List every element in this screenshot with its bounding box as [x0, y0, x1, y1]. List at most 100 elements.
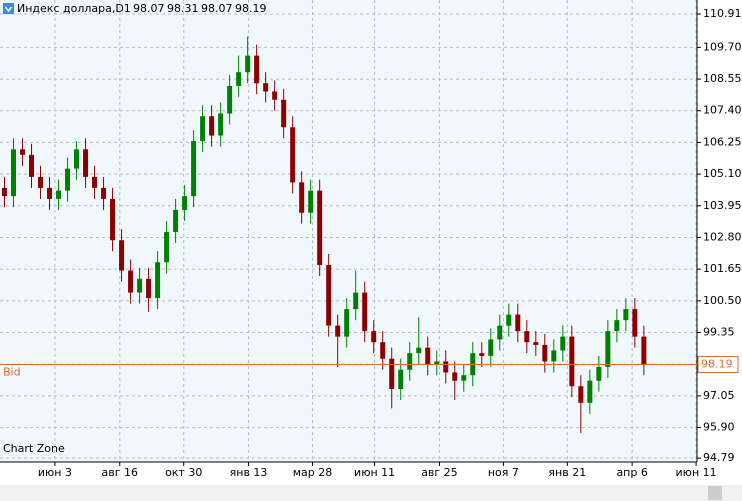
candle-body [605, 331, 611, 367]
y-tick-label: 102.80 [703, 230, 742, 243]
candle-body [380, 342, 386, 359]
candle-body [371, 331, 377, 343]
candle-body [317, 190, 323, 266]
candle-body [452, 372, 458, 381]
candle-body [128, 270, 134, 293]
candle-body [227, 85, 233, 114]
candle-body [155, 262, 161, 299]
candle-body [308, 190, 314, 213]
x-tick-label: июн 11 [354, 466, 395, 479]
x-tick-label: авг 16 [102, 466, 139, 479]
scrollbar[interactable] [0, 485, 742, 501]
y-tick-label: 109.70 [703, 40, 742, 53]
candle-body [146, 278, 152, 299]
candle-body [407, 353, 413, 370]
menu-icon-arrow [4, 6, 13, 13]
y-tick-label: 94.79 [703, 451, 735, 464]
candle-body [191, 141, 197, 197]
candle-body [623, 309, 629, 321]
candle-body [164, 231, 170, 263]
quote-high: 98.31 [167, 2, 199, 15]
candle-body [2, 187, 8, 197]
candle-body [11, 149, 17, 197]
x-tick-label: янв 21 [548, 466, 586, 479]
x-tick-label: июн 11 [676, 466, 717, 479]
menu-icon[interactable] [3, 3, 14, 14]
candle-body [569, 336, 575, 387]
candle-body [335, 325, 341, 337]
candle-body [488, 339, 494, 356]
candle-body [110, 198, 116, 241]
candle-body [416, 347, 422, 354]
candle-body [533, 342, 539, 345]
candle-body [551, 350, 557, 362]
y-tick-label: 100.50 [703, 294, 742, 307]
x-tick-label: июн 3 [38, 466, 72, 479]
y-tick-label: 95.90 [703, 421, 735, 434]
y-tick-label: 110.91 [703, 7, 742, 20]
quote-open: 98.07 [133, 2, 165, 15]
scrollbar-thumb[interactable] [708, 486, 722, 500]
candle-body [182, 196, 188, 210]
quote-low: 98.07 [201, 2, 233, 15]
bid-price: 98.19 [701, 357, 733, 370]
candle-body [65, 168, 71, 191]
candle-body [326, 265, 332, 326]
candle-body [236, 72, 242, 86]
candle-body [92, 176, 98, 188]
candle-body [20, 149, 26, 155]
candle-body [506, 314, 512, 326]
candle-body [596, 366, 602, 381]
candle-body [272, 91, 278, 100]
watermark: Chart Zone [3, 442, 65, 455]
candle-body [560, 336, 566, 351]
bid-price-tag [697, 355, 739, 373]
y-tick-label: 103.95 [703, 199, 742, 212]
candle-body [443, 361, 449, 373]
candle-body [524, 331, 530, 343]
y-tick-label: 108.55 [703, 72, 742, 85]
candle-body [497, 325, 503, 340]
candle-body [200, 116, 206, 142]
candle-body [290, 127, 296, 183]
x-tick-label: янв 13 [230, 466, 268, 479]
candle-body [578, 386, 584, 403]
candle-body [614, 320, 620, 332]
candle-body [281, 99, 287, 128]
candle-body [254, 55, 260, 84]
x-tick-label: окт 30 [165, 466, 202, 479]
y-tick-label: 99.35 [703, 326, 735, 339]
candle-body [245, 55, 251, 73]
candle-body [515, 314, 521, 332]
quote-close: 98.19 [235, 2, 267, 15]
candle-body [263, 83, 269, 92]
candle-body [83, 149, 89, 177]
bid-label: Bid [3, 365, 21, 378]
candle-body [74, 149, 80, 169]
candle-body [362, 292, 368, 332]
candle-body [344, 309, 350, 337]
candle-body [137, 278, 143, 293]
y-tick-label: 106.25 [703, 135, 742, 148]
candle-body [56, 190, 62, 199]
candle-body [389, 358, 395, 389]
candle-body [542, 344, 548, 362]
x-tick-label: авг 25 [421, 466, 458, 479]
y-tick-label: 97.05 [703, 389, 735, 402]
candle-body [425, 347, 431, 365]
candle-body [641, 336, 647, 365]
candle-body [29, 154, 35, 177]
x-tick-label: апр 6 [616, 466, 647, 479]
candle-body [47, 187, 53, 199]
candle-body [461, 375, 467, 381]
candle-body [479, 353, 485, 356]
candle-body [353, 292, 359, 310]
candle-body [209, 116, 215, 136]
plot-area [0, 0, 697, 462]
x-tick-label: мар 28 [293, 466, 333, 479]
x-tick-label: ноя 7 [488, 466, 519, 479]
candle-body [434, 361, 440, 365]
candle-body [632, 309, 638, 337]
candle-body [173, 209, 179, 232]
